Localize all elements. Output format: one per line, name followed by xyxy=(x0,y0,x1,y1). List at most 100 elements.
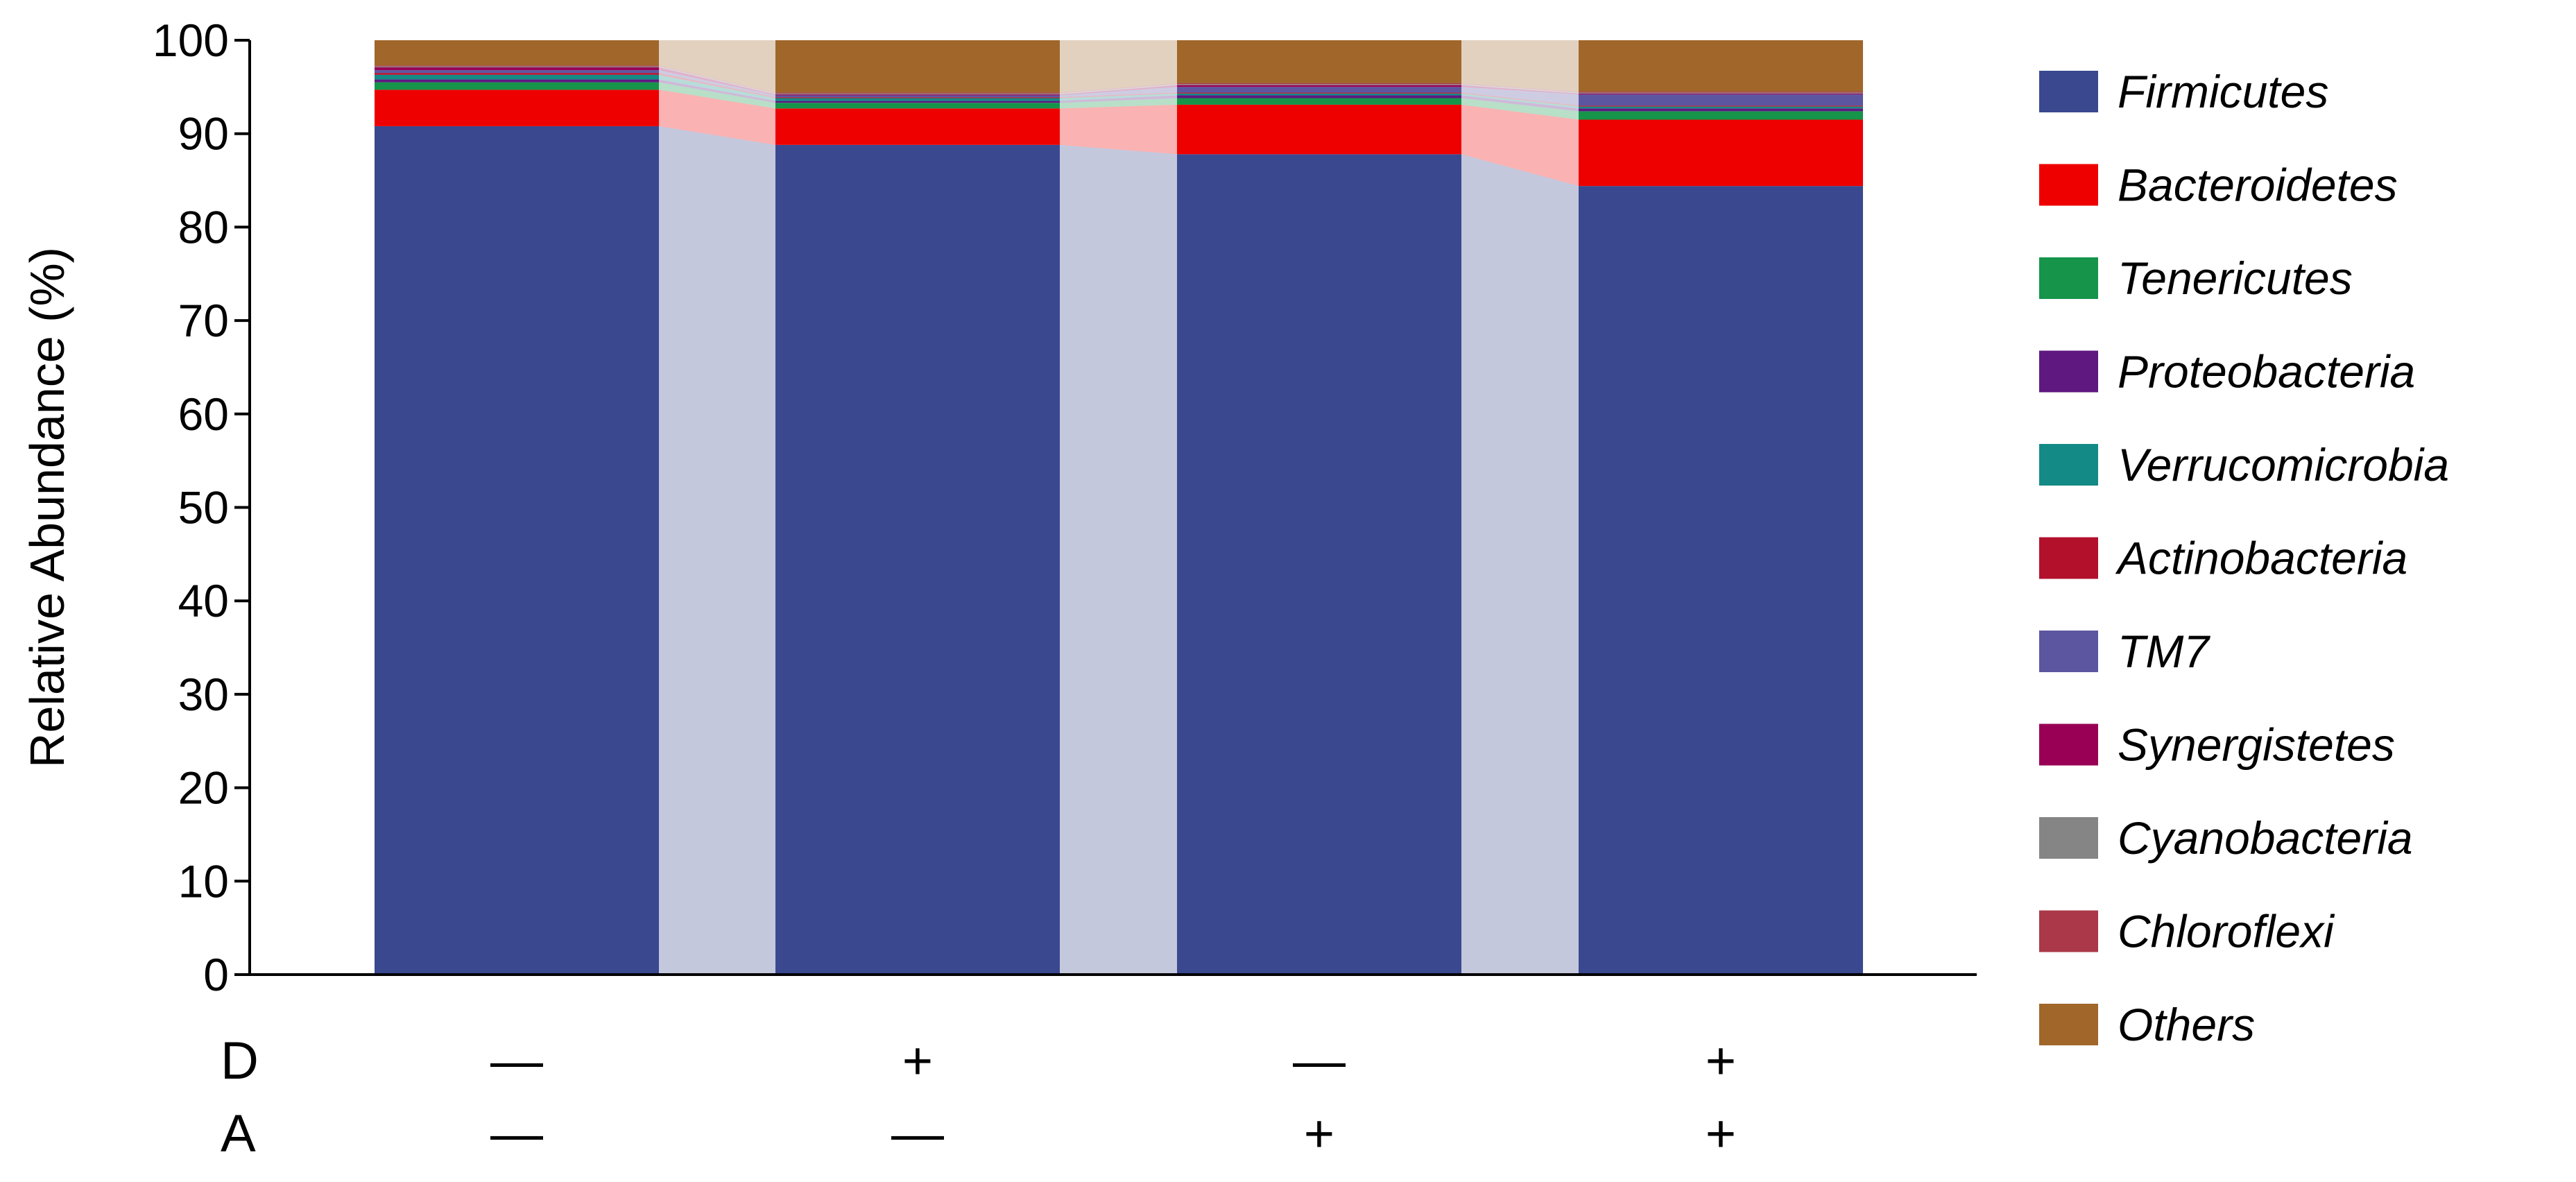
bars-group xyxy=(375,40,1863,975)
legend-label-synergistetes: Synergistetes xyxy=(2118,719,2395,771)
legend: Firmicutes Bacteroidetes Tenericutes Proteo… xyxy=(2039,66,2449,1050)
legend-swatch-proteobacteria xyxy=(2039,350,2098,393)
connector-3-4-tm7 xyxy=(1461,87,1579,106)
legend-label-actinobacteria: Actinobacteria xyxy=(2115,533,2407,584)
connector-1-2-tenericutes xyxy=(659,82,775,109)
bar-3-verrucomicrobia xyxy=(1177,93,1461,96)
bar-4-tm7 xyxy=(1579,94,1863,106)
bar-1-others xyxy=(375,40,659,66)
connector-2-3-bacteroidetes xyxy=(1060,104,1177,155)
bar-2-others xyxy=(775,40,1060,93)
connector-2-3-tenericutes xyxy=(1060,98,1177,109)
y-tick-label-100: 100 xyxy=(153,15,229,66)
factor-d-value-1: — xyxy=(490,1031,543,1090)
bar-3-tm7 xyxy=(1177,87,1461,93)
connector-3-4-verrucomicrobia xyxy=(1461,93,1579,109)
legend-label-chloroflexi: Chloroflexi xyxy=(2118,906,2335,957)
y-tick-label-50: 50 xyxy=(178,482,229,533)
legend-swatch-chloroflexi xyxy=(2039,910,2098,952)
bar-4-bacteroidetes xyxy=(1579,119,1863,187)
y-tick-label-60: 60 xyxy=(178,388,229,440)
bar-4-firmicutes xyxy=(1579,186,1863,975)
connector-1-2-proteobacteria xyxy=(659,79,775,103)
bar-1-firmicutes xyxy=(375,126,659,975)
connector-2-3-chloroflexi xyxy=(1060,83,1177,94)
axes: 0 10 20 30 40 50 60 70 80 90 100 Relative Abundance… xyxy=(20,15,1977,1000)
legend-label-verrucomicrobia: Verrucomicrobia xyxy=(2118,439,2449,490)
legend-swatch-bacteroidetes xyxy=(2039,164,2098,206)
bar-3-proteobacteria xyxy=(1177,95,1461,98)
bar-3-firmicutes xyxy=(1177,154,1461,975)
bar-4-tenericutes xyxy=(1579,111,1863,120)
bar-2-bacteroidetes xyxy=(775,108,1060,145)
connector-1-2-others xyxy=(659,40,775,93)
connector-1-2-actinobacteria xyxy=(659,73,775,98)
bar-1-actinobacteria xyxy=(375,73,659,75)
bar-3-cyanobacteria xyxy=(1177,84,1461,85)
bar-connectors xyxy=(659,40,1579,975)
legend-label-tenericutes: Tenericutes xyxy=(2118,252,2353,304)
bar-2-chloroflexi xyxy=(775,92,1060,94)
connector-1-2-firmicutes xyxy=(659,126,775,975)
connector-2-3-proteobacteria xyxy=(1060,95,1177,103)
legend-label-tm7: TM7 xyxy=(2118,626,2210,677)
legend-swatch-tenericutes xyxy=(2039,257,2098,299)
connector-1-2-bacteroidetes xyxy=(659,89,775,145)
bar-3-chloroflexi xyxy=(1177,83,1461,85)
bar-3-tenericutes xyxy=(1177,98,1461,105)
bar-2-verrucomicrobia xyxy=(775,98,1060,101)
bar-3-others xyxy=(1177,40,1461,83)
bar-3-synergistetes xyxy=(1177,85,1461,87)
bar-1-synergistetes xyxy=(375,67,659,71)
legend-swatch-firmicutes xyxy=(2039,71,2098,112)
bar-2-synergistetes xyxy=(775,94,1060,96)
bar-4-verrucomicrobia xyxy=(1579,106,1863,109)
connector-1-2-tm7 xyxy=(659,70,775,98)
legend-label-firmicutes: Firmicutes xyxy=(2118,66,2328,117)
legend-label-others: Others xyxy=(2118,999,2255,1050)
legend-swatch-tm7 xyxy=(2039,631,2098,672)
connector-3-4-proteobacteria xyxy=(1461,95,1579,112)
legend-swatch-actinobacteria xyxy=(2039,537,2098,579)
connector-2-3-others xyxy=(1060,40,1177,93)
factor-a-value-4: + xyxy=(1706,1104,1736,1163)
legend-swatch-synergistetes xyxy=(2039,723,2098,766)
factor-d-value-4: + xyxy=(1706,1031,1736,1090)
factor-a-value-1: — xyxy=(490,1104,543,1163)
legend-swatch-others xyxy=(2039,1004,2098,1045)
bar-3-bacteroidetes xyxy=(1177,104,1461,155)
connector-3-4-tenericutes xyxy=(1461,98,1579,120)
connector-2-3-cyanobacteria xyxy=(1060,84,1177,95)
y-tick-label-40: 40 xyxy=(178,575,229,626)
bar-1-bacteroidetes xyxy=(375,89,659,126)
connector-3-4-synergistetes xyxy=(1461,85,1579,95)
y-tick-label-70: 70 xyxy=(178,295,229,346)
bar-4-proteobacteria xyxy=(1579,108,1863,112)
bar-4-actinobacteria xyxy=(1579,105,1863,107)
connector-1-2-cyanobacteria xyxy=(659,66,775,95)
connector-1-2-synergistetes xyxy=(659,67,775,96)
factor-d-value-3: — xyxy=(1293,1031,1346,1090)
factor-a-value-3: + xyxy=(1304,1104,1334,1163)
y-tick-label-10: 10 xyxy=(178,855,229,907)
connector-2-3-tm7 xyxy=(1060,87,1177,98)
factor-d-value-2: + xyxy=(902,1031,933,1090)
y-tick-label-80: 80 xyxy=(178,201,229,252)
bar-4-others xyxy=(1579,40,1863,92)
factor-label-d: D xyxy=(221,1031,259,1090)
y-axis-title: Relative Abundance (%) xyxy=(20,247,74,768)
connector-2-3-synergistetes xyxy=(1060,85,1177,96)
bar-3-actinobacteria xyxy=(1177,92,1461,94)
connector-1-2-chloroflexi xyxy=(659,65,775,94)
connector-1-2-verrucomicrobia xyxy=(659,74,775,101)
connector-3-4-cyanobacteria xyxy=(1461,84,1579,94)
legend-label-bacteroidetes: Bacteroidetes xyxy=(2118,160,2398,211)
bar-1-proteobacteria xyxy=(375,79,659,83)
y-tick-label-0: 0 xyxy=(203,949,229,1000)
legend-swatch-cyanobacteria xyxy=(2039,817,2098,859)
bar-2-proteobacteria xyxy=(775,101,1060,103)
bar-2-firmicutes xyxy=(775,144,1060,975)
legend-label-cyanobacteria: Cyanobacteria xyxy=(2118,812,2413,864)
y-tick-label-90: 90 xyxy=(178,108,229,160)
bar-1-verrucomicrobia xyxy=(375,74,659,80)
